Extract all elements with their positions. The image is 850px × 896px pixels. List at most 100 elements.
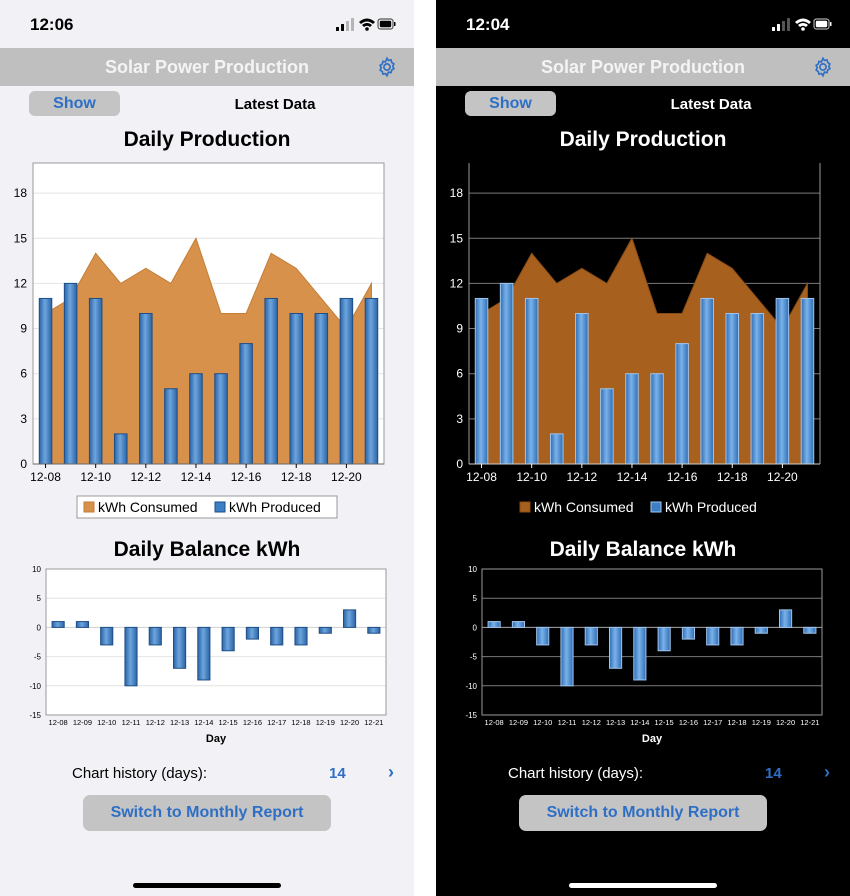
- phone-screen-dark: 12:04 Solar Power Production: [436, 0, 850, 896]
- x-tick-label: 12-20: [767, 470, 798, 484]
- balance-bar: [536, 626, 550, 646]
- daily-balance-title: Daily Balance kWh: [549, 538, 737, 561]
- monthly-report-button[interactable]: Switch to Monthly Report: [519, 795, 767, 831]
- x-tick-label: 12-18: [717, 470, 748, 484]
- y-tick-label: 5: [473, 594, 478, 603]
- produced-bar: [314, 313, 329, 465]
- produced-bar: [600, 388, 614, 465]
- y-tick-label: -5: [34, 653, 42, 662]
- y-tick-label: 10: [32, 565, 41, 574]
- latest-data-label: Latest Data: [234, 96, 316, 113]
- y-tick-label: 15: [450, 231, 464, 245]
- produced-bar: [113, 433, 128, 465]
- legend-label-produced: kWh Produced: [665, 499, 757, 515]
- produced-bar: [364, 297, 379, 465]
- y-tick-label: 0: [456, 457, 463, 471]
- x-tick-label: 12-17: [703, 718, 722, 727]
- x-tick-label: 12-20: [340, 718, 359, 727]
- produced-bar: [339, 297, 354, 465]
- balance-bar: [560, 626, 574, 687]
- chevron-right-icon[interactable]: ›: [388, 762, 394, 782]
- balance-bar: [511, 621, 525, 628]
- x-tick-label: 12-12: [566, 470, 597, 484]
- balance-bar: [318, 626, 332, 634]
- x-tick-label: 12-20: [776, 718, 795, 727]
- produced-bar: [264, 297, 278, 465]
- y-tick-label: -5: [470, 653, 478, 662]
- latest-data-label: Latest Data: [670, 96, 752, 113]
- daily-balance-chart: 10 5 0 -5 -10 -15 12-08 12-09 12-10 12-11 12-12 12-…: [465, 565, 823, 745]
- produced-bar: [800, 297, 815, 465]
- balance-bar: [51, 621, 65, 628]
- balance-bar: [609, 626, 623, 669]
- produced-bar: [725, 313, 740, 465]
- balance-bar: [221, 626, 235, 652]
- produced-bar: [189, 373, 203, 465]
- x-tick-label: 12-09: [509, 718, 528, 727]
- balance-bar: [779, 609, 793, 628]
- produced-bar: [650, 373, 664, 465]
- balance-bar: [197, 626, 211, 681]
- x-tick-label: 12-18: [291, 718, 310, 727]
- balance-bar: [584, 626, 598, 646]
- balance-bar: [124, 626, 138, 687]
- nav-title: Solar Power Production: [104, 57, 310, 77]
- show-button[interactable]: Show: [29, 91, 120, 116]
- x-tick-label: 12-14: [181, 470, 212, 484]
- history-value[interactable]: 14: [765, 765, 782, 782]
- legend-label-consumed: kWh Consumed: [98, 499, 198, 515]
- produced-bar: [675, 343, 689, 465]
- produced-bar: [549, 433, 564, 465]
- produced-bar: [474, 297, 489, 465]
- chevron-right-icon[interactable]: ›: [824, 762, 830, 782]
- produced-bar: [499, 282, 514, 465]
- plot-border: [45, 568, 387, 716]
- status-time: 12:06: [30, 15, 74, 34]
- daily-production-chart: 0 3 6 9 12 15 18 12-08 12-10 12-12 12-14 12-16 12-18…: [14, 162, 385, 519]
- status-time: 12:04: [466, 15, 510, 34]
- nav-bar: Solar Power Production: [0, 48, 414, 86]
- balance-bar: [294, 626, 308, 646]
- balance-bar: [730, 626, 744, 646]
- balance-bar: [633, 626, 647, 681]
- x-tick-label: 12-08: [30, 470, 61, 484]
- x-tick-label: 12-14: [630, 718, 649, 727]
- legend-swatch-produced: [650, 501, 662, 513]
- y-tick-label: 3: [20, 412, 27, 426]
- nav-bar: Solar Power Production: [436, 48, 850, 86]
- show-button[interactable]: Show: [465, 91, 556, 116]
- balance-bar: [173, 626, 187, 669]
- produced-bar: [700, 297, 714, 465]
- history-label: Chart history (days):: [508, 765, 644, 782]
- nav-title: Solar Power Production: [540, 57, 746, 77]
- wifi-icon: [795, 18, 811, 31]
- legend-label-produced: kWh Produced: [229, 499, 321, 515]
- y-tick-label: 0: [37, 623, 42, 632]
- produced-bar: [214, 373, 228, 465]
- x-tick-label: 12-10: [533, 718, 552, 727]
- legend-label-consumed: kWh Consumed: [534, 499, 634, 515]
- x-tick-label: 12-20: [331, 470, 362, 484]
- legend-box: [76, 495, 338, 519]
- history-value[interactable]: 14: [329, 765, 346, 782]
- produced-bar: [239, 343, 253, 465]
- gear-icon[interactable]: [812, 56, 834, 78]
- balance-bar: [754, 626, 768, 634]
- produced-bar: [750, 313, 765, 465]
- y-tick-label: 9: [20, 322, 27, 336]
- x-tick-label: 12-12: [130, 470, 161, 484]
- x-tick-label: 12-16: [667, 470, 698, 484]
- balance-bar: [148, 626, 162, 646]
- produced-bar: [139, 313, 153, 465]
- gear-icon[interactable]: [376, 56, 398, 78]
- y-tick-label: -15: [465, 711, 477, 720]
- home-indicator: [569, 883, 717, 888]
- x-tick-label: 12-19: [752, 718, 771, 727]
- x-axis-label: Day: [642, 733, 663, 745]
- x-tick-label: 12-18: [727, 718, 746, 727]
- home-indicator: [133, 883, 281, 888]
- balance-bar: [657, 626, 671, 652]
- monthly-report-button[interactable]: Switch to Monthly Report: [83, 795, 331, 831]
- x-tick-label: 12-12: [146, 718, 165, 727]
- legend-swatch-consumed: [83, 501, 95, 513]
